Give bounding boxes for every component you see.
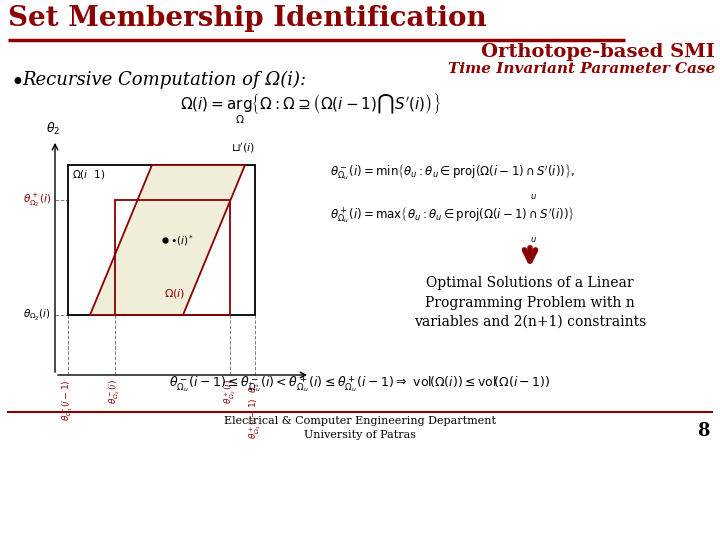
Text: $\Omega(i)$: $\Omega(i)$ bbox=[164, 287, 186, 300]
Text: $\theta^+_{\Omega_u}(i) = \max\left\{\theta_u : \theta_u \in \mathrm{proj}\left(: $\theta^+_{\Omega_u}(i) = \max\left\{\th… bbox=[330, 205, 575, 225]
Text: Electrical & Computer Engineering Department: Electrical & Computer Engineering Depart… bbox=[224, 416, 496, 426]
Text: $\sqcup'(i)$: $\sqcup'(i)$ bbox=[231, 141, 255, 155]
Text: $u$: $u$ bbox=[530, 235, 537, 244]
Text: $\theta^-_{\Omega_u}(i-1) \leq \theta^-_{\Omega_u}(i) < \theta^+_{\Omega_u}(i) \: $\theta^-_{\Omega_u}(i-1) \leq \theta^-_… bbox=[169, 375, 551, 395]
Bar bbox=[115, 200, 230, 315]
Text: University of Patras: University of Patras bbox=[304, 430, 416, 440]
Text: Optimal Solutions of a Linear
Programming Problem with n
variables and 2(n+1) co: Optimal Solutions of a Linear Programmin… bbox=[414, 276, 646, 329]
Text: $\theta_{\Omega_2}(i)$: $\theta_{\Omega_2}(i)$ bbox=[23, 307, 51, 322]
Text: $u$: $u$ bbox=[530, 192, 537, 201]
Text: $\theta^-_{\Omega_2}(i)$: $\theta^-_{\Omega_2}(i)$ bbox=[108, 379, 122, 404]
Text: •: • bbox=[10, 72, 24, 95]
Text: $\Omega(i) = \underset{\Omega}{\mathrm{arg}}\left\{\Omega : \Omega \supseteq \le: $\Omega(i) = \underset{\Omega}{\mathrm{a… bbox=[179, 92, 441, 126]
Text: $\theta^+_{\Omega_2}(i)$: $\theta^+_{\Omega_2}(i)$ bbox=[22, 191, 51, 208]
Text: $\theta^-_{\Omega_1}(i-1)$: $\theta^-_{\Omega_1}(i-1)$ bbox=[60, 379, 76, 421]
Polygon shape bbox=[90, 165, 245, 315]
Text: Orthotope-based SMI: Orthotope-based SMI bbox=[481, 43, 715, 61]
Text: $\theta^+_{\Omega_2}(i)$: $\theta^+_{\Omega_2}(i)$ bbox=[222, 379, 238, 404]
Text: Set Membership Identification: Set Membership Identification bbox=[8, 5, 487, 32]
Text: $\theta_2$: $\theta_2$ bbox=[46, 121, 60, 137]
Text: $\bullet(i)^*$: $\bullet(i)^*$ bbox=[170, 234, 194, 248]
Text: $\theta^-_{\Omega_u}(i) = \min\left\{\theta_u : \theta_u \in \mathrm{proj}\left(: $\theta^-_{\Omega_u}(i) = \min\left\{\th… bbox=[330, 162, 575, 182]
Text: $\Omega(i\ \ 1)$: $\Omega(i\ \ 1)$ bbox=[72, 168, 105, 181]
Bar bbox=[68, 165, 255, 315]
Text: 8: 8 bbox=[698, 422, 710, 440]
Text: Time Invariant Parameter Case: Time Invariant Parameter Case bbox=[448, 62, 715, 76]
Text: Recursive Computation of Ω(i):: Recursive Computation of Ω(i): bbox=[22, 71, 306, 89]
Text: $\theta^+_{\Omega_1}(i-1)\ \ \theta^+_1$: $\theta^+_{\Omega_1}(i-1)\ \ \theta^+_1$ bbox=[248, 379, 263, 440]
